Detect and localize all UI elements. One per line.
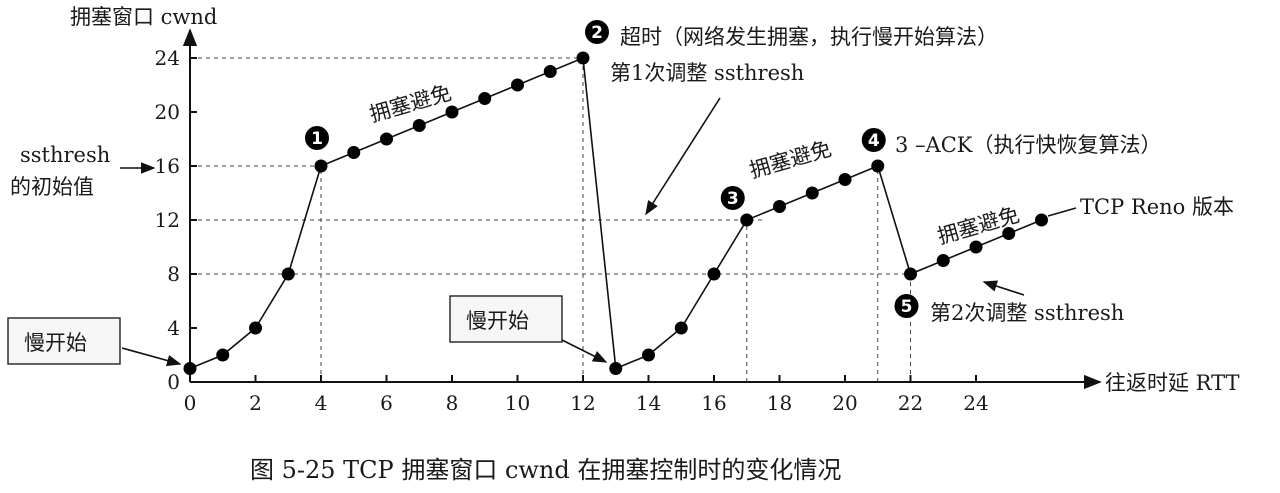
y-tick-label-8: 8 (167, 262, 180, 286)
slow-start-box-1 (7, 317, 121, 365)
data-point-17 (740, 213, 754, 227)
badge-1 (305, 126, 329, 150)
congestion-avoidance-label-2: 拥塞避免 (747, 137, 834, 183)
x-tick-label-24: 24 (963, 391, 988, 415)
x-tick-label-18: 18 (767, 391, 792, 415)
badge-2 (585, 20, 609, 44)
data-point-15 (674, 321, 688, 335)
ssthresh-adjust-1-label: 第1次调整 ssthresh (610, 61, 804, 85)
data-point-10 (511, 78, 524, 92)
ssthresh-adjust-1-arrow (645, 97, 721, 216)
slow-start-label-2: 慢开始 (466, 309, 529, 333)
data-point-25 (1002, 227, 1016, 240)
congestion-avoidance-label-1: 拥塞避免 (367, 81, 454, 127)
data-point-7 (412, 119, 426, 132)
slow-start-label-1: 慢开始 (24, 331, 87, 355)
y-tick-label-12: 12 (155, 208, 180, 232)
data-point-16 (707, 267, 721, 281)
series-line (189, 56, 1042, 370)
data-point-24 (969, 240, 983, 254)
x-tick-label-20: 20 (832, 391, 857, 415)
y-tick-label-0: 0 (167, 370, 180, 394)
data-point-14 (642, 348, 655, 362)
x-tick-label-10: 10 (505, 391, 530, 415)
data-point-2 (249, 321, 262, 335)
badge-5 (894, 294, 919, 318)
x-tick-label-4: 4 (315, 391, 328, 415)
y-tick-label-4: 4 (167, 316, 180, 340)
data-point-12 (576, 51, 590, 65)
timeout-label: 超时（网络发生拥塞，执行慢开始算法） (620, 25, 998, 49)
x-tick-label-22: 22 (898, 391, 923, 415)
badge-number-2: 2 (591, 23, 603, 43)
slow-start-arrow-1 (121, 347, 182, 367)
ssthresh-adjust-2-label: 第2次调整 ssthresh (930, 301, 1124, 325)
data-point-1 (216, 348, 230, 362)
data-point-19 (805, 186, 819, 200)
data-point-4 (314, 159, 328, 173)
data-point-9 (478, 92, 492, 105)
data-point-23 (936, 254, 950, 267)
data-point-20 (838, 173, 852, 186)
tcp-reno-leader (1047, 207, 1077, 217)
ssthresh-initial-label-1: ssthresh (20, 143, 110, 167)
data-point-0 (183, 362, 197, 375)
x-tick-label-8: 8 (446, 391, 459, 415)
x-tick-label-16: 16 (701, 391, 726, 415)
x-tick-label-12: 12 (570, 391, 595, 415)
x-tick-label-14: 14 (636, 391, 661, 415)
data-point-22 (904, 267, 917, 281)
ssthresh-initial-label-2: 的初始值 (10, 175, 94, 199)
data-point-8 (445, 105, 459, 119)
data-point-18 (773, 200, 786, 213)
badge-4 (861, 128, 886, 152)
tcp-reno-label: TCP Reno 版本 (1080, 195, 1234, 219)
x-tick-label-6: 6 (380, 391, 393, 415)
y-axis-label: 拥塞窗口 cwnd (70, 5, 217, 29)
slow-start-box-2 (449, 295, 563, 343)
badge-3 (720, 186, 745, 210)
badge-number-3: 3 (727, 189, 739, 209)
y-tick-label-20: 20 (155, 100, 180, 124)
guide-lines (190, 57, 911, 382)
data-point-5 (347, 146, 361, 159)
ssthresh-adjust-2-arrow (982, 280, 1025, 296)
x-tick-label-2: 2 (249, 391, 262, 415)
badge-number-1: 1 (311, 129, 323, 149)
y-tick-label-16: 16 (155, 154, 180, 178)
data-point-3 (281, 267, 295, 281)
data-point-26 (1035, 213, 1048, 227)
triple-ack-label: 3 –ACK（执行快恢复算法） (895, 133, 1161, 157)
data-point-11 (543, 65, 557, 78)
figure-caption: 图 5-25 TCP 拥塞窗口 cwnd 在拥塞控制时的变化情况 (250, 456, 841, 484)
data-point-13 (609, 362, 623, 375)
slow-start-arrow-2 (561, 339, 608, 363)
data-point-6 (380, 132, 393, 146)
badge-number-5: 5 (901, 297, 913, 317)
badge-number-4: 4 (868, 131, 880, 151)
x-tick-label-0: 0 (184, 391, 197, 415)
y-tick-label-24: 24 (155, 46, 180, 70)
data-point-21 (871, 159, 885, 173)
x-axis-label: 往返时延 RTT (1105, 371, 1240, 395)
badges: 1 2 3 4 5 (305, 20, 919, 318)
series-cwnd (183, 51, 1048, 375)
